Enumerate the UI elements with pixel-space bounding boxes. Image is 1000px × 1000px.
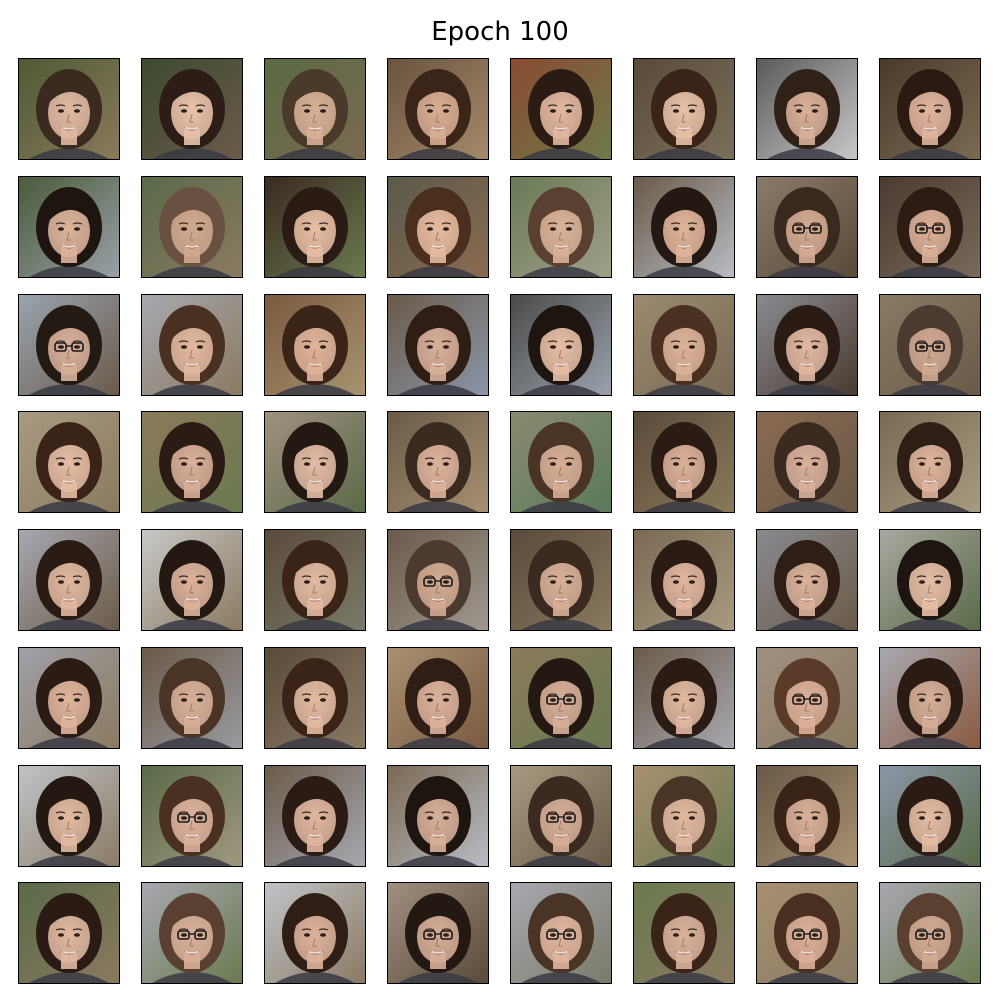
generated-face-image (756, 176, 858, 278)
generated-face-image (18, 882, 120, 984)
generated-face-image (264, 411, 366, 513)
generated-face-image (264, 529, 366, 631)
generated-face-image (387, 529, 489, 631)
generated-face-image (264, 647, 366, 749)
generated-face-image (756, 411, 858, 513)
generated-face-image (633, 765, 735, 867)
generated-face-image (879, 294, 981, 396)
generated-face-image (879, 765, 981, 867)
generated-face-image (510, 765, 612, 867)
generated-face-image (510, 647, 612, 749)
generated-face-image (756, 58, 858, 160)
generated-face-image (510, 58, 612, 160)
generated-face-image (510, 529, 612, 631)
generated-face-image (18, 58, 120, 160)
generated-face-image (18, 411, 120, 513)
figure-title: Epoch 100 (431, 17, 569, 47)
generated-face-image (756, 529, 858, 631)
generated-face-image (879, 647, 981, 749)
generated-face-image (510, 294, 612, 396)
generated-face-image (510, 882, 612, 984)
generated-face-image (756, 765, 858, 867)
generated-face-image (387, 411, 489, 513)
generated-face-image (18, 765, 120, 867)
generated-face-image (141, 882, 243, 984)
generated-face-image (18, 529, 120, 631)
generated-face-image (18, 647, 120, 749)
generated-face-image (879, 176, 981, 278)
generated-face-image (879, 882, 981, 984)
generated-face-image (879, 411, 981, 513)
generated-face-image (879, 58, 981, 160)
generated-face-image (633, 529, 735, 631)
generated-face-image (387, 294, 489, 396)
generated-face-image (387, 176, 489, 278)
generated-face-image (633, 882, 735, 984)
generated-face-image (141, 58, 243, 160)
generated-face-image (264, 294, 366, 396)
generated-face-image (264, 176, 366, 278)
generated-face-image (510, 411, 612, 513)
generated-face-image (141, 647, 243, 749)
generated-face-image (633, 58, 735, 160)
generated-face-image (879, 529, 981, 631)
generated-face-image (264, 58, 366, 160)
generated-face-image (756, 294, 858, 396)
generated-face-image (141, 529, 243, 631)
generated-face-image (387, 882, 489, 984)
generated-face-image (18, 294, 120, 396)
generated-face-image (633, 647, 735, 749)
generated-face-image (387, 765, 489, 867)
generated-face-image (264, 882, 366, 984)
generated-face-image (141, 411, 243, 513)
generated-face-image (510, 176, 612, 278)
generated-face-image (633, 294, 735, 396)
generated-face-image (633, 176, 735, 278)
generated-face-image (756, 647, 858, 749)
generated-face-image (387, 647, 489, 749)
generated-face-image (633, 411, 735, 513)
generated-face-image (18, 176, 120, 278)
generated-face-image (141, 294, 243, 396)
generated-face-image (756, 882, 858, 984)
generated-face-image (387, 58, 489, 160)
generated-face-image (141, 176, 243, 278)
generated-face-image (264, 765, 366, 867)
generated-face-image (141, 765, 243, 867)
